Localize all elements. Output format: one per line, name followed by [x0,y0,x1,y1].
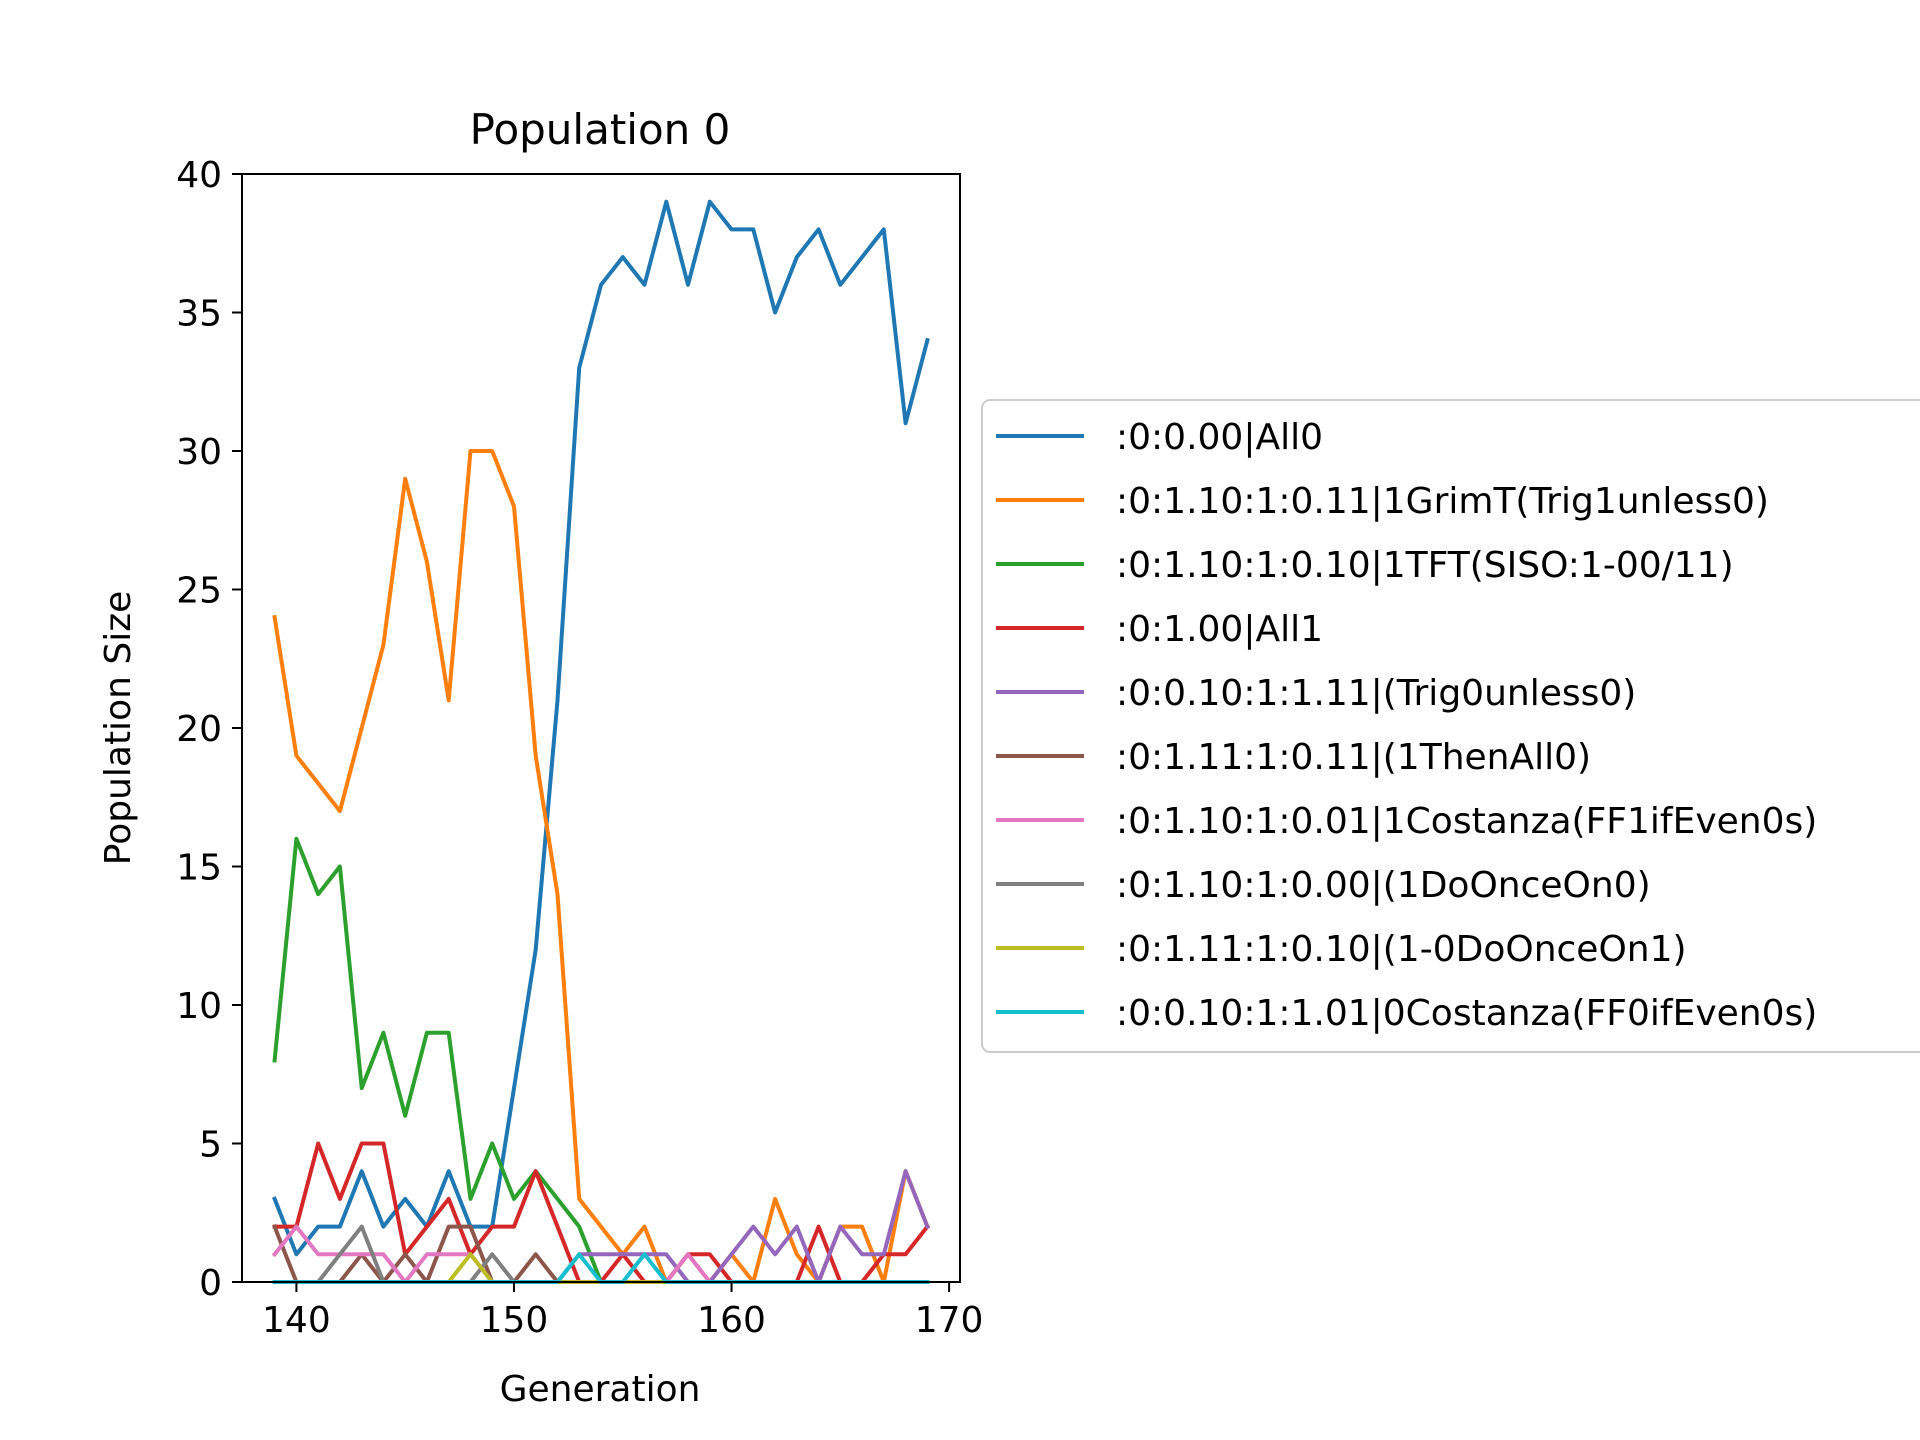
legend-label-8: :0:1.10:1:0.00|(1DoOnceOn0) [1116,865,1651,906]
x-tick-label: 160 [697,1300,766,1341]
x-axis-label: Generation [500,1369,701,1410]
y-tick-label: 20 [176,709,222,750]
x-tick-label: 170 [915,1300,984,1341]
x-tick-label: 150 [480,1300,549,1341]
legend-label-1: :0:0.00|All0 [1116,417,1323,458]
legend-items: :0:0.00|All0 :0:1.10:1:0.11|1GrimT(Trig1u… [996,417,1817,1034]
y-tick-label: 35 [176,294,222,335]
y-tick-label: 15 [176,848,222,889]
legend-label-6: :0:1.11:1:0.11|(1ThenAll0) [1116,737,1591,778]
legend-label-5: :0:0.10:1:1.11|(Trig0unless0) [1116,673,1636,714]
legend: :0:0.00|All0 :0:1.10:1:0.11|1GrimT(Trig1u… [981,399,1920,1053]
x-axis-ticks: 140 150 160 170 [262,1282,983,1341]
chart-title: Population 0 [470,105,731,154]
y-tick-label: 0 [199,1263,222,1304]
series-line-1 [272,199,930,1257]
y-tick-label: 10 [176,986,222,1027]
y-tick-label: 30 [176,432,222,473]
y-tick-label: 5 [199,1125,222,1166]
legend-label-7: :0:1.10:1:0.01|1Costanza(FF1ifEven0s) [1116,801,1817,842]
legend-label-9: :0:1.11:1:0.10|(1-0DoOnceOn1) [1116,929,1687,970]
legend-frame [981,399,1920,1053]
x-tick-label: 140 [262,1300,331,1341]
y-axis-label: Population Size [98,591,139,865]
y-axis-ticks: 0 5 10 15 20 25 30 35 40 [176,155,242,1304]
y-tick-label: 25 [176,571,222,612]
y-tick-label: 40 [176,155,222,196]
legend-label-4: :0:1.00|All1 [1116,609,1323,650]
legend-label-10: :0:0.10:1:1.01|0Costanza(FF0ifEven0s) [1116,993,1817,1034]
legend-label-2: :0:1.10:1:0.11|1GrimT(Trig1unless0) [1116,481,1769,522]
legend-label-3: :0:1.10:1:0.10|1TFT(SISO:1-00/11) [1116,545,1734,586]
